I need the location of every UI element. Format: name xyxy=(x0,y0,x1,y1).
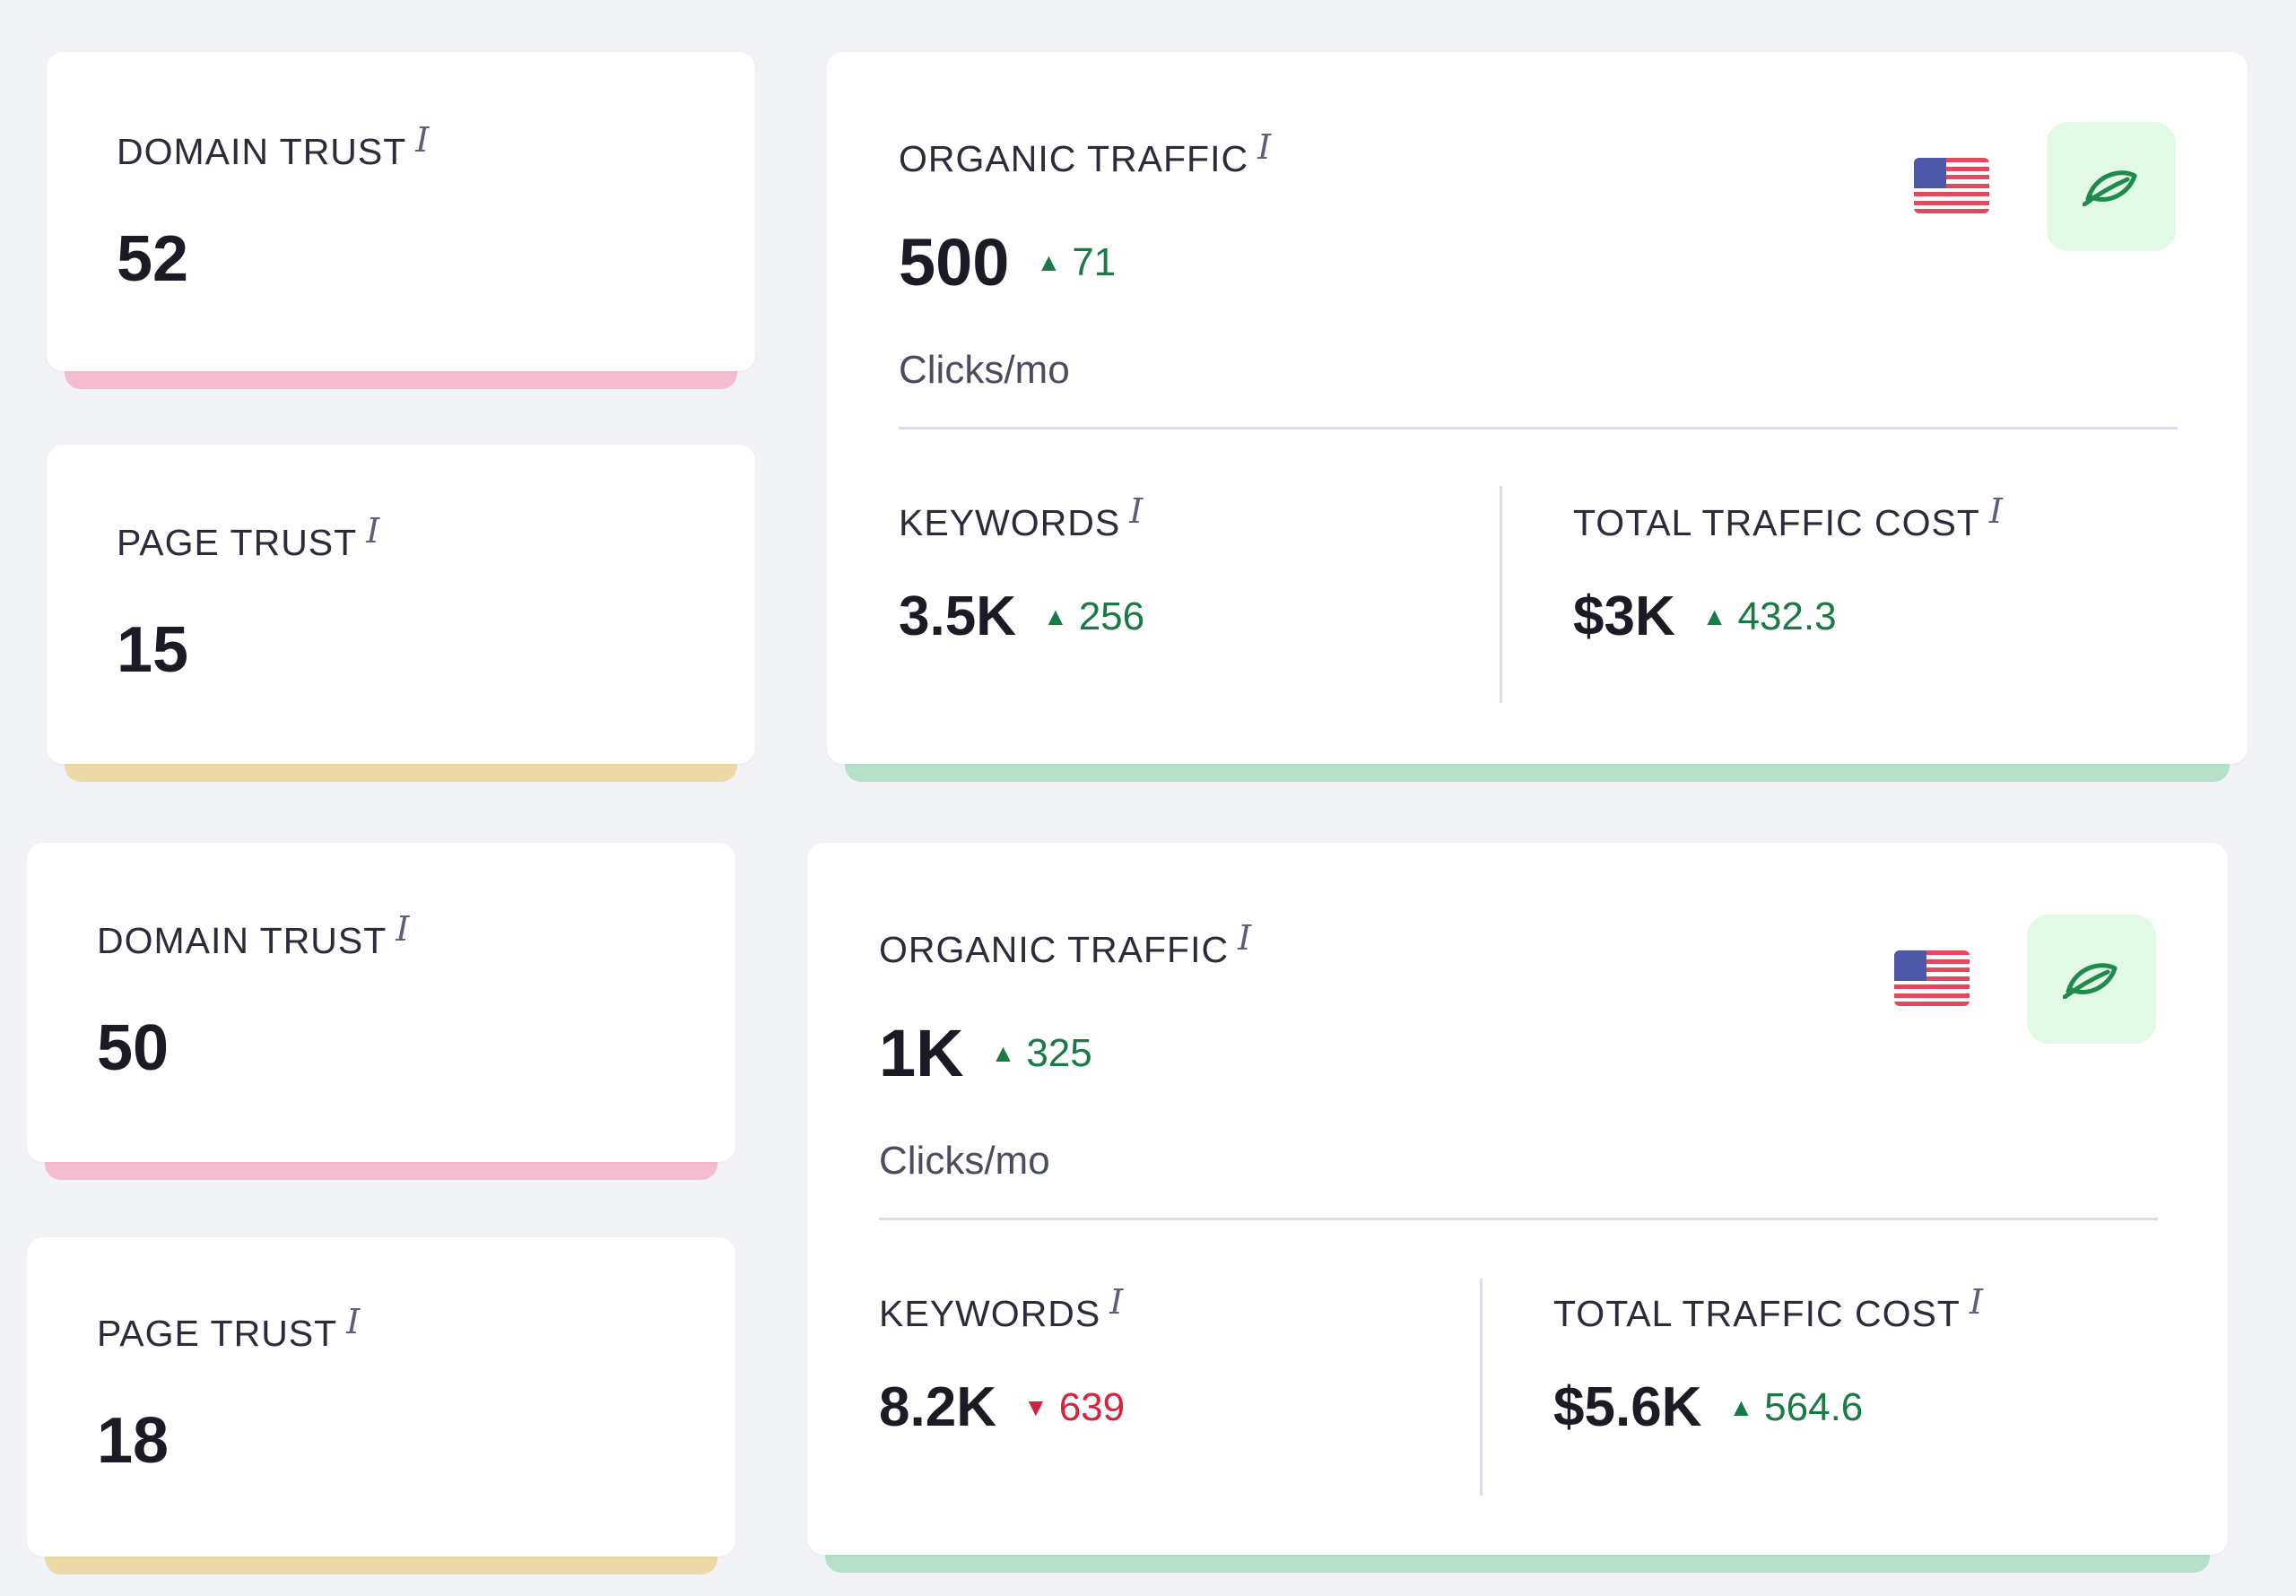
organic-traffic-card: ORGANIC TRAFFIC i 500 ▲ 71 Clicks/mo xyxy=(827,52,2248,782)
info-icon[interactable]: i xyxy=(366,511,381,551)
organic-traffic-label: ORGANIC TRAFFIC i xyxy=(879,918,1253,970)
organic-traffic-label: ORGANIC TRAFFIC i xyxy=(899,127,1273,179)
triangle-up-icon: ▲ xyxy=(1042,602,1068,630)
domain-trust-card: DOMAIN TRUST i 52 xyxy=(47,52,755,389)
organic-traffic-unit: Clicks/mo xyxy=(899,348,1070,392)
leaf-button[interactable] xyxy=(2027,915,2156,1044)
domain-trust-value: 50 xyxy=(97,1012,170,1084)
page-trust-label: PAGE TRUST i xyxy=(117,511,381,563)
keywords-delta: ▲ 256 xyxy=(1042,594,1145,638)
info-icon[interactable]: i xyxy=(1238,918,1253,958)
page-trust-label: PAGE TRUST i xyxy=(97,1302,361,1354)
keywords-label: KEYWORDS i xyxy=(879,1282,1125,1334)
organic-traffic-delta: ▲ 71 xyxy=(1036,239,1117,284)
total-traffic-cost-value: $5.6K xyxy=(1553,1376,1702,1438)
info-icon[interactable]: i xyxy=(1257,127,1273,167)
page-trust-value: 18 xyxy=(97,1405,170,1477)
domain-trust-card: DOMAIN TRUST i 50 xyxy=(27,843,735,1180)
organic-traffic-unit: Clicks/mo xyxy=(879,1139,1050,1183)
info-icon[interactable]: i xyxy=(1988,491,2004,531)
organic-traffic-value: 1K xyxy=(879,1016,964,1090)
keywords-value: 3.5K xyxy=(899,585,1016,647)
page-trust-value: 15 xyxy=(117,614,189,686)
us-flag-icon[interactable] xyxy=(1914,158,1989,213)
total-traffic-cost-value: $3K xyxy=(1573,585,1675,647)
leaf-icon xyxy=(2083,170,2137,206)
domain-trust-value: 52 xyxy=(117,223,189,295)
keywords-value: 8.2K xyxy=(879,1376,996,1438)
organic-traffic-value: 500 xyxy=(899,225,1010,299)
organic-traffic-card: ORGANIC TRAFFIC i 1K ▲ 325 Clicks/mo xyxy=(807,843,2228,1573)
info-icon[interactable]: i xyxy=(1109,1282,1125,1322)
total-traffic-cost-value-row: $5.6K ▲ 564.6 xyxy=(1553,1375,1863,1439)
info-icon[interactable]: i xyxy=(415,120,430,160)
leaf-button[interactable] xyxy=(2047,122,2176,251)
leaf-icon xyxy=(2063,963,2118,999)
triangle-up-icon: ▲ xyxy=(990,1038,1016,1067)
divider xyxy=(899,427,2178,429)
us-flag-icon[interactable] xyxy=(1894,950,1970,1006)
domain-trust-label: DOMAIN TRUST i xyxy=(117,120,430,172)
total-traffic-cost-delta: ▲ 432.3 xyxy=(1701,594,1837,638)
vertical-divider xyxy=(1480,1279,1483,1496)
triangle-up-icon: ▲ xyxy=(1728,1392,1754,1421)
divider xyxy=(879,1218,2158,1220)
organic-traffic-value-row: 500 ▲ 71 xyxy=(899,224,1116,300)
triangle-up-icon: ▲ xyxy=(1036,247,1062,276)
vertical-divider xyxy=(1500,486,1502,703)
organic-traffic-delta: ▲ 325 xyxy=(990,1030,1092,1075)
organic-traffic-value-row: 1K ▲ 325 xyxy=(879,1015,1092,1091)
keywords-value-row: 3.5K ▲ 256 xyxy=(899,585,1144,648)
triangle-up-icon: ▲ xyxy=(1701,602,1727,630)
keywords-label: KEYWORDS i xyxy=(899,491,1144,543)
total-traffic-cost-label: TOTAL TRAFFIC COST i xyxy=(1573,491,2004,543)
total-traffic-cost-delta: ▲ 564.6 xyxy=(1728,1384,1864,1429)
keywords-value-row: 8.2K ▼ 639 xyxy=(879,1375,1125,1439)
info-icon[interactable]: i xyxy=(396,909,411,949)
keywords-delta: ▼ 639 xyxy=(1022,1384,1126,1429)
info-icon[interactable]: i xyxy=(1129,491,1144,531)
info-icon[interactable]: i xyxy=(346,1302,361,1341)
info-icon[interactable]: i xyxy=(1969,1282,1984,1322)
page-trust-card: PAGE TRUST i 18 xyxy=(27,1237,735,1574)
total-traffic-cost-label: TOTAL TRAFFIC COST i xyxy=(1553,1282,1984,1334)
page-trust-card: PAGE TRUST i 15 xyxy=(47,445,755,782)
total-traffic-cost-value-row: $3K ▲ 432.3 xyxy=(1573,585,1837,648)
triangle-down-icon: ▼ xyxy=(1022,1392,1048,1421)
domain-trust-label: DOMAIN TRUST i xyxy=(97,909,411,961)
